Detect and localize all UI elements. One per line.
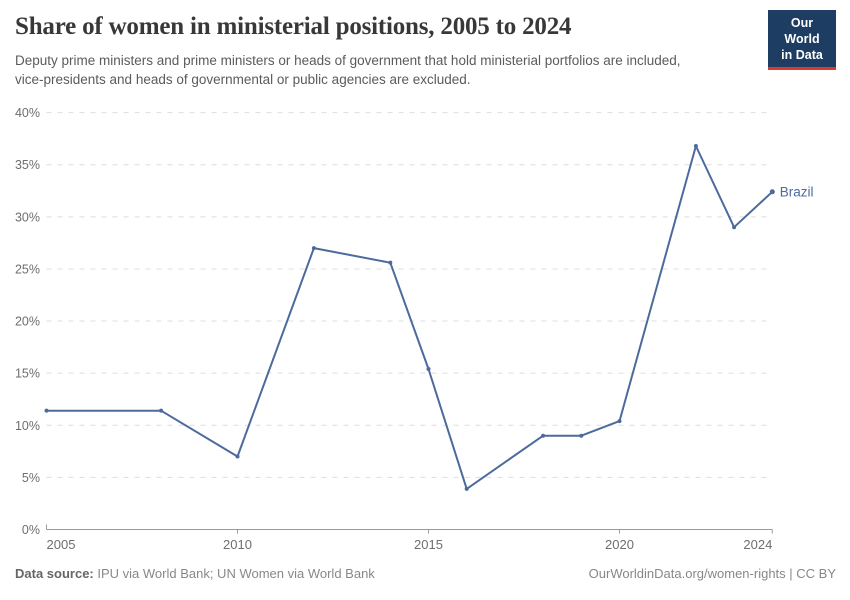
y-axis-tick-label: 5%: [22, 471, 40, 485]
y-axis-tick-label: 10%: [15, 419, 40, 433]
data-source-text: IPU via World Bank; UN Women via World B…: [93, 566, 375, 581]
y-axis-tick-label: 35%: [15, 158, 40, 172]
data-point-2020[interactable]: [617, 419, 622, 424]
data-point-2010[interactable]: [235, 454, 240, 459]
x-axis-tick-label: 2024: [743, 537, 772, 552]
data-point-2018[interactable]: [541, 433, 546, 438]
y-axis-tick-label: 15%: [15, 367, 40, 381]
owid-logo-line1: Our World: [784, 16, 820, 46]
chart-header: Share of women in ministerial positions,…: [15, 13, 750, 90]
line-chart[interactable]: 0% 5% 10% 15% 20% 25% 30% 35% 40% 2005 2010 2015 202…: [0, 95, 850, 570]
series-line[interactable]: [45, 145, 774, 490]
y-axis-tick-label: 20%: [15, 315, 40, 329]
x-axis-tick-label: 2020: [605, 537, 634, 552]
x-axis-tick-label: 2010: [223, 537, 252, 552]
data-point-2016[interactable]: [464, 486, 469, 491]
y-axis-tick-label: 30%: [15, 210, 40, 224]
data-point-2024[interactable]: [769, 189, 775, 195]
data-point-2023[interactable]: [732, 225, 737, 230]
y-axis-tick-label: 40%: [15, 106, 40, 120]
series-entity-label[interactable]: Brazil: [780, 184, 814, 199]
page-title: Share of women in ministerial positions,…: [15, 13, 572, 40]
data-source-label: Data source:: [15, 566, 94, 581]
footer-rights-link[interactable]: OurWorldinData.org/women-rights | CC BY: [588, 566, 836, 581]
owid-logo-line2: in Data: [781, 48, 823, 62]
chart-svg[interactable]: 0% 5% 10% 15% 20% 25% 30% 35% 40% 2005 2010 2015 202…: [0, 95, 850, 570]
chart-footer: Data source: IPU via World Bank; UN Wome…: [15, 566, 836, 581]
chart-subtitle: Deputy prime ministers and prime ministe…: [15, 52, 681, 88]
x-axis-tick-label: 2015: [414, 537, 443, 552]
data-point-2022[interactable]: [693, 143, 698, 148]
data-point-2005[interactable]: [44, 408, 49, 413]
data-point-2019[interactable]: [579, 433, 584, 438]
y-axis-tick-label: 25%: [15, 262, 40, 276]
data-point-2014[interactable]: [388, 260, 393, 265]
data-point-2015[interactable]: [426, 366, 431, 371]
y-axis-tick-label: 0%: [22, 523, 40, 537]
data-point-2008[interactable]: [159, 408, 164, 413]
data-source: Data source: IPU via World Bank; UN Wome…: [15, 566, 375, 581]
x-axis-tick-label: 2005: [47, 537, 76, 552]
owid-logo[interactable]: Our World in Data: [768, 10, 836, 70]
data-point-2012[interactable]: [311, 246, 316, 251]
